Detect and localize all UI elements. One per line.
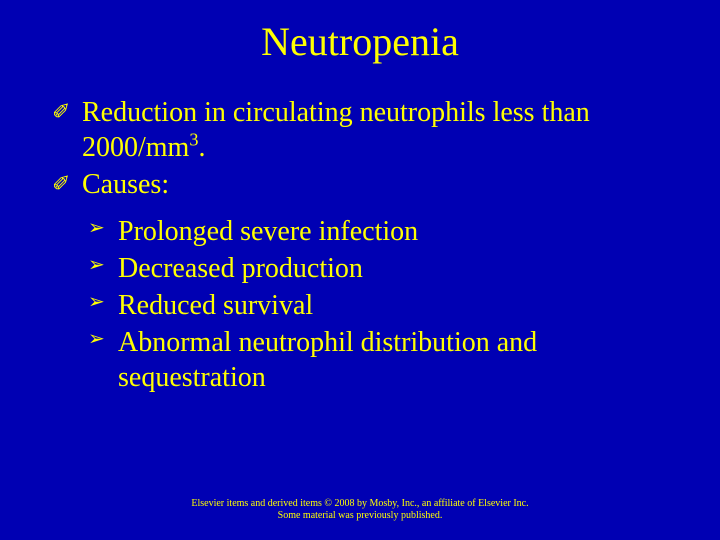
- sub-item-text: Reduced survival: [118, 290, 313, 321]
- arrow-bullet-icon: ➢: [88, 253, 105, 278]
- script-bullet-icon: ✐: [52, 170, 70, 198]
- main-bullet-list: ✐ Reduction in circulating neutrophils le…: [0, 95, 720, 202]
- sub-item: ➢ Reduced survival: [88, 288, 680, 323]
- footer-line-2: Some material was previously published.: [0, 510, 720, 522]
- main-item: ✐ Reduction in circulating neutrophils le…: [52, 95, 680, 165]
- sub-bullet-list: ➢ Prolonged severe infection ➢ Decreased pr…: [0, 214, 720, 395]
- sub-item: ➢ Decreased production: [88, 251, 680, 286]
- footer-line-1: Elsevier items and derived items © 2008 …: [0, 498, 720, 510]
- sub-item: ➢ Prolonged severe infection: [88, 214, 680, 249]
- main-item-text: Reduction in circulating neutrophils les…: [82, 97, 590, 163]
- script-bullet-icon: ✐: [52, 98, 70, 126]
- arrow-bullet-icon: ➢: [88, 216, 105, 241]
- arrow-bullet-icon: ➢: [88, 327, 105, 352]
- slide-title: Neutropenia: [0, 0, 720, 65]
- sub-item-text: Decreased production: [118, 253, 363, 284]
- sub-item: ➢ Abnormal neutrophil distribution and se…: [88, 325, 680, 395]
- sub-item-text: Prolonged severe infection: [118, 216, 418, 247]
- footer: Elsevier items and derived items © 2008 …: [0, 498, 720, 522]
- main-item: ✐ Causes:: [52, 167, 680, 202]
- arrow-bullet-icon: ➢: [88, 290, 105, 315]
- main-item-text: Causes:: [82, 169, 169, 200]
- sub-item-text: Abnormal neutrophil distribution and seq…: [118, 327, 537, 393]
